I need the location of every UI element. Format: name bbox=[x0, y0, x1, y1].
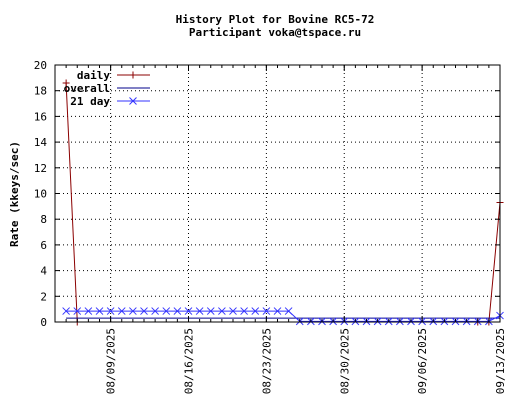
x-tick-label: 09/13/2025 bbox=[494, 328, 507, 394]
y-tick-label: 8 bbox=[40, 213, 47, 226]
y-tick-label: 6 bbox=[40, 239, 47, 252]
y-tick-label: 2 bbox=[40, 290, 47, 303]
y-axis-label: Rate (kkeys/sec) bbox=[8, 141, 21, 247]
x-tick-label: 09/06/2025 bbox=[416, 328, 429, 394]
x-tick-label: 08/16/2025 bbox=[183, 328, 196, 394]
series-line-daily bbox=[66, 83, 500, 322]
y-tick-label: 0 bbox=[40, 316, 47, 329]
y-tick-label: 18 bbox=[34, 85, 47, 98]
chart-subtitle: Participant voka@tspace.ru bbox=[189, 26, 361, 39]
plot-frame bbox=[55, 65, 500, 322]
x-tick-label: 08/23/2025 bbox=[260, 328, 273, 394]
chart-title: History Plot for Bovine RC5-72 bbox=[176, 13, 375, 26]
grid bbox=[55, 65, 500, 322]
x-tick-label: 08/09/2025 bbox=[105, 328, 118, 394]
legend-label: 21 day bbox=[70, 95, 110, 108]
y-tick-label: 12 bbox=[34, 162, 47, 175]
y-tick-label: 20 bbox=[34, 59, 47, 72]
y-tick-label: 4 bbox=[40, 265, 47, 278]
y-tick-label: 14 bbox=[34, 136, 48, 149]
legend-label: overall bbox=[64, 82, 110, 95]
y-tick-label: 16 bbox=[34, 110, 47, 123]
axis-ticks: 0 2 4 6 8 10 12 14 16 18 20 08/09/2025 08/16/2025 08/… bbox=[34, 59, 507, 394]
x-tick-label: 08/30/2025 bbox=[338, 328, 351, 394]
legend-label: daily bbox=[77, 69, 110, 82]
y-tick-label: 10 bbox=[34, 188, 47, 201]
